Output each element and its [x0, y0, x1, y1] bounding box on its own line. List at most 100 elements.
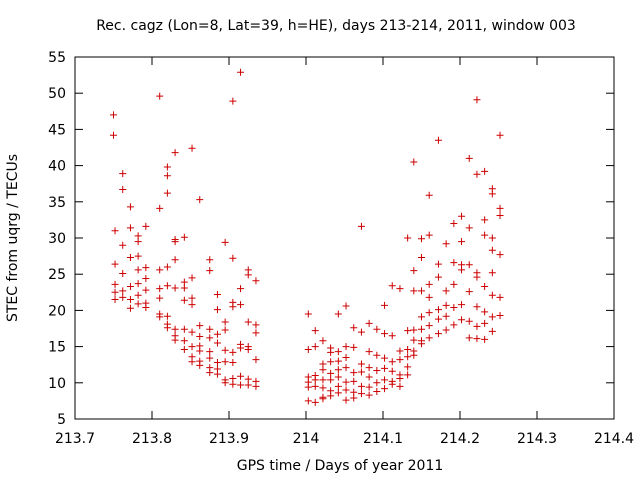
data-point [304, 383, 312, 391]
data-point [496, 251, 504, 259]
data-point [142, 275, 150, 283]
data-point [311, 398, 319, 406]
data-point [119, 170, 127, 178]
data-point [327, 358, 335, 366]
data-point [134, 300, 142, 308]
data-point [134, 252, 142, 260]
data-point [188, 301, 196, 309]
data-point [119, 269, 127, 277]
data-point [229, 359, 237, 367]
data-point [180, 337, 188, 345]
data-point [342, 378, 350, 386]
data-point [311, 327, 319, 335]
data-point [488, 234, 496, 242]
data-point [213, 339, 221, 347]
data-point [434, 260, 442, 268]
data-point [350, 324, 358, 332]
data-point [465, 334, 473, 342]
chart-title: Rec. cagz (Lon=8, Lat=39, h=HE), days 21… [96, 18, 576, 34]
data-point [365, 364, 373, 372]
data-point [142, 286, 150, 294]
data-point [206, 267, 214, 275]
data-point [213, 306, 221, 314]
data-point [156, 313, 164, 321]
data-point [473, 335, 481, 343]
y-tick-label: 30 [48, 231, 66, 247]
data-point [481, 231, 489, 239]
data-point [396, 285, 404, 293]
data-point [373, 379, 381, 387]
data-point [252, 277, 260, 285]
data-point [373, 387, 381, 395]
data-point [126, 254, 134, 262]
data-point [442, 326, 450, 334]
data-point [442, 287, 450, 295]
data-point [488, 246, 496, 254]
data-point [319, 366, 327, 374]
data-point [156, 285, 164, 293]
data-point [163, 163, 171, 171]
data-point [418, 313, 425, 321]
data-point [418, 325, 425, 333]
data-point [410, 351, 418, 359]
data-point [465, 261, 473, 269]
data-point [304, 345, 312, 353]
data-point [373, 325, 381, 333]
x-tick-label: 214.3 [517, 431, 557, 447]
y-tick-label: 35 [48, 195, 66, 211]
y-tick-label: 5 [57, 412, 66, 428]
data-point [388, 332, 396, 340]
data-point [381, 330, 389, 338]
data-point [334, 366, 342, 374]
data-point [206, 256, 214, 264]
data-point [126, 283, 134, 291]
data-point [481, 216, 489, 224]
data-point [342, 353, 350, 361]
data-point [221, 379, 229, 387]
data-point [111, 296, 119, 304]
data-point [473, 273, 481, 281]
data-point [425, 293, 433, 301]
data-point [156, 266, 164, 274]
data-point [221, 326, 229, 334]
data-point [237, 381, 245, 389]
data-point [418, 235, 425, 243]
data-point [244, 345, 252, 353]
data-point [365, 373, 373, 381]
data-point [206, 325, 214, 333]
data-point [496, 131, 504, 139]
data-point [213, 370, 221, 378]
data-point [237, 344, 245, 352]
data-point [450, 220, 458, 228]
x-tick-label: 214.4 [594, 431, 634, 447]
data-point [237, 372, 245, 380]
data-point [496, 204, 504, 212]
data-point [357, 390, 365, 398]
data-point [142, 222, 150, 230]
data-point [410, 287, 418, 295]
data-point [304, 397, 312, 405]
data-point [319, 395, 327, 403]
data-point [465, 317, 473, 325]
data-point [458, 316, 466, 324]
data-point [465, 288, 473, 296]
data-point [163, 324, 171, 332]
data-point [237, 68, 245, 76]
data-point [163, 172, 171, 180]
data-point [481, 308, 489, 316]
data-point [213, 359, 221, 367]
y-tick-label: 15 [48, 340, 66, 356]
data-point [188, 343, 196, 351]
data-point [119, 185, 127, 193]
y-tick-label: 50 [48, 86, 66, 102]
data-point [357, 360, 365, 368]
data-point [418, 287, 425, 295]
data-point [342, 343, 350, 351]
data-point [171, 256, 179, 264]
data-point [319, 337, 327, 345]
data-point [373, 351, 381, 359]
data-point [357, 368, 365, 376]
data-point [458, 266, 466, 274]
y-axis-label: STEC from uqrg / TECUs [5, 154, 21, 322]
